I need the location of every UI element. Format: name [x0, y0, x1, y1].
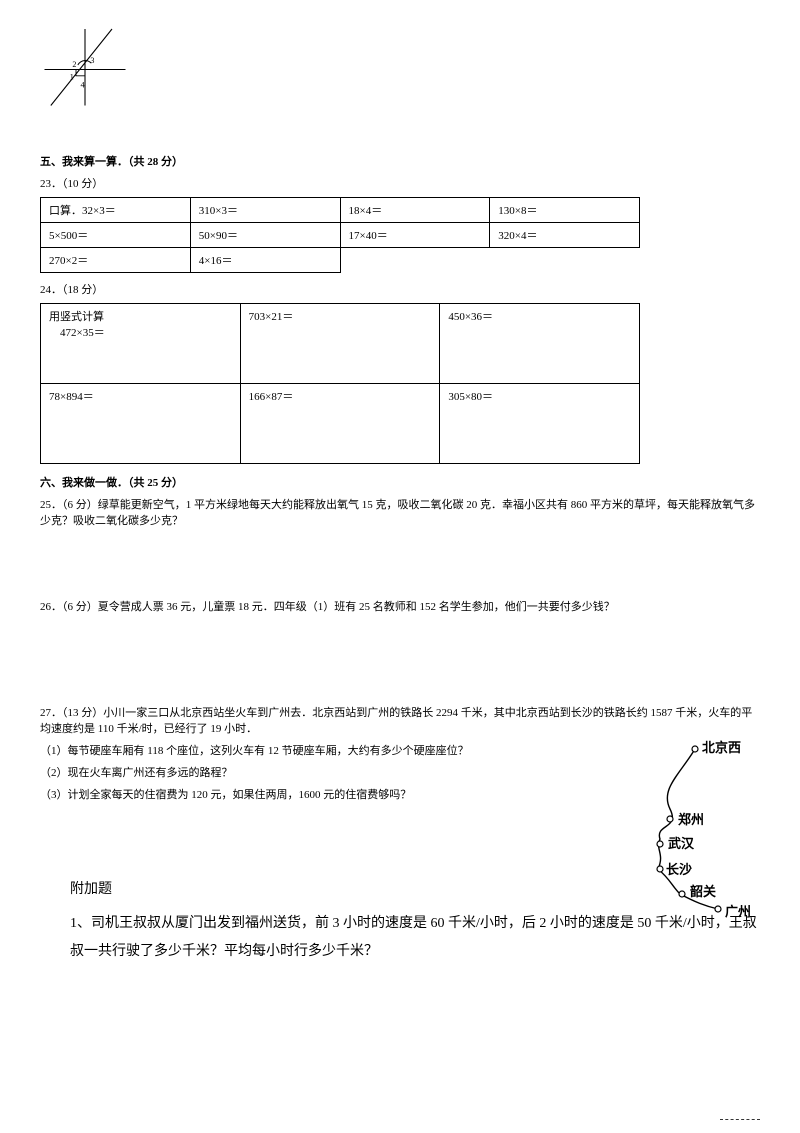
city-shaoguan: 韶关: [690, 884, 716, 899]
section6-title: 六、我来做一做．（共 25 分）: [40, 474, 760, 490]
q26: 26．（6 分）夏令营成人票 36 元，儿童票 18 元．四年级（1）班有 25…: [40, 598, 760, 614]
angle-label-1: 1: [70, 72, 74, 81]
table-cell: 78×894＝: [41, 384, 241, 464]
q27-p2: （2）现在火车离广州还有多远的路程？: [40, 764, 560, 780]
table-cell: 18×4＝: [340, 198, 490, 223]
angle-label-4: 4: [81, 81, 85, 90]
angle-diagram: 2 3 1 4: [40, 20, 130, 110]
city-beijing: 北京西: [702, 740, 741, 755]
section5-title: 五、我来算一算．（共 28 分）: [40, 153, 760, 169]
q27-p3: （3）计划全家每天的住宿费为 120 元，如果住两周，1600 元的住宿费够吗？: [40, 786, 560, 802]
q27-intro: 27．（13 分）小川一家三口从北京西站坐火车到广州去．北京西站到广州的铁路长 …: [40, 704, 760, 736]
footer-dash: [720, 1119, 760, 1121]
q23-line: 23．（10 分）: [40, 175, 760, 191]
route-map: 北京西 郑州 武汉 长沙 韶关 广州: [600, 734, 770, 924]
table-cell: 270×2＝: [41, 248, 191, 273]
table-cell: 17×40＝: [340, 223, 490, 248]
table-cell: 4×16＝: [190, 248, 340, 273]
city-guangzhou: 广州: [725, 904, 751, 919]
table-cell: 口算．32×3＝: [41, 198, 191, 223]
table-cell: 130×8＝: [490, 198, 640, 223]
q27-p1: （1）每节硬座车厢有 118 个座位，这列火车有 12 节硬座车厢，大约有多少个…: [40, 742, 560, 758]
table-cell: 用竖式计算 472×35＝: [41, 304, 241, 384]
q23-table: 口算．32×3＝ 310×3＝ 18×4＝ 130×8＝ 5×500＝ 50×9…: [40, 197, 640, 273]
table-cell: 320×4＝: [490, 223, 640, 248]
q27-wrap: 27．（13 分）小川一家三口从北京西站坐火车到广州去．北京西站到广州的铁路长 …: [40, 704, 760, 802]
city-changsha: 长沙: [666, 862, 692, 877]
city-wuhan: 武汉: [668, 836, 695, 851]
table-cell: 166×87＝: [240, 384, 440, 464]
q25: 25．（6 分）绿草能更新空气，1 平方米绿地每天大约能释放出氧气 15 克，吸…: [40, 496, 760, 528]
table-cell: 703×21＝: [240, 304, 440, 384]
city-zhengzhou: 郑州: [678, 812, 704, 827]
angle-label-3: 3: [90, 56, 94, 65]
q24-table: 用竖式计算 472×35＝ 703×21＝ 450×36＝ 78×894＝ 16…: [40, 303, 640, 464]
table-cell: 5×500＝: [41, 223, 191, 248]
table-cell: 310×3＝: [190, 198, 340, 223]
angle-label-2: 2: [72, 60, 76, 69]
table-cell: 50×90＝: [190, 223, 340, 248]
table-cell: 305×80＝: [440, 384, 640, 464]
table-cell: 450×36＝: [440, 304, 640, 384]
q24-line: 24．（18 分）: [40, 281, 760, 297]
